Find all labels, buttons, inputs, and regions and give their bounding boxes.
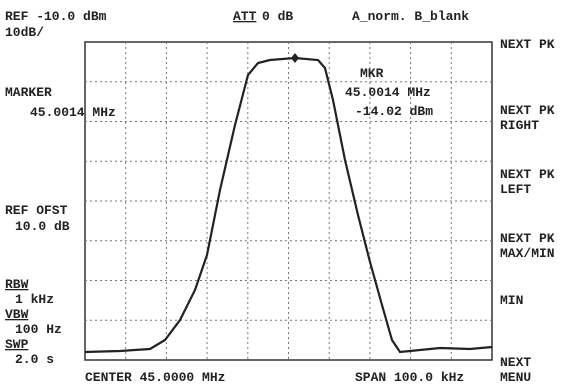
- softkey-label[interactable]: NEXT PK: [500, 231, 555, 246]
- marker-freq: 45.0014 MHz: [30, 105, 116, 120]
- span: SPAN 100.0 kHz: [355, 370, 464, 385]
- ref-ofst-value: 10.0 dB: [15, 219, 70, 234]
- softkey-label[interactable]: MIN: [500, 293, 523, 308]
- ref-level: REF -10.0 dBm: [5, 9, 107, 24]
- vbw-value: 100 Hz: [15, 322, 62, 337]
- graticule: [85, 42, 492, 360]
- softkey-label[interactable]: NEXT PK: [500, 167, 555, 182]
- rbw-label: RBW: [5, 277, 29, 292]
- center-freq: CENTER 45.0000 MHz: [85, 370, 225, 385]
- mkr-level: -14.02 dBm: [355, 104, 433, 119]
- softkey-label[interactable]: NEXT PK: [500, 103, 555, 118]
- scale: 10dB/: [5, 25, 44, 40]
- att-label: ATT: [233, 9, 257, 24]
- softkey-label[interactable]: MAX/MIN: [500, 246, 555, 261]
- att-value: 0 dB: [262, 9, 293, 24]
- marker-diamond: [291, 53, 299, 63]
- vbw-label: VBW: [5, 307, 29, 322]
- softkey-label[interactable]: NEXT: [500, 355, 531, 370]
- trace: [84, 56, 493, 354]
- softkey-label[interactable]: NEXT PK: [500, 37, 555, 52]
- softkey-label[interactable]: MENU: [500, 370, 531, 385]
- softkey-label[interactable]: LEFT: [500, 182, 531, 197]
- rbw-value: 1 kHz: [15, 292, 54, 307]
- swp-value: 2.0 s: [15, 352, 54, 367]
- marker-label: MARKER: [5, 85, 52, 100]
- swp-label: SWP: [5, 337, 29, 352]
- trace-mode: A_norm. B_blank: [352, 9, 469, 24]
- mkr-freq: 45.0014 MHz: [345, 85, 431, 100]
- softkey-label[interactable]: RIGHT: [500, 118, 539, 133]
- mkr-label: MKR: [360, 66, 384, 81]
- ref-ofst-label: REF OFST: [5, 203, 68, 218]
